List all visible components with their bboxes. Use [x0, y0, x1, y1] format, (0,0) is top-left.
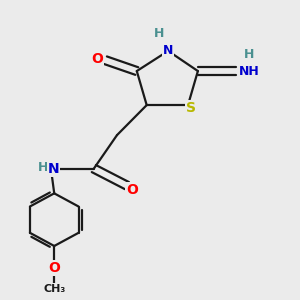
- Text: NH: NH: [239, 64, 260, 78]
- Text: N: N: [48, 162, 59, 176]
- Text: O: O: [126, 183, 138, 197]
- Text: CH₃: CH₃: [43, 284, 65, 294]
- Text: H: H: [244, 47, 254, 61]
- Text: N: N: [163, 44, 173, 57]
- Text: H: H: [38, 160, 48, 173]
- Text: H: H: [154, 27, 164, 40]
- Text: O: O: [48, 261, 60, 275]
- Text: O: O: [91, 52, 103, 66]
- Text: S: S: [186, 101, 196, 115]
